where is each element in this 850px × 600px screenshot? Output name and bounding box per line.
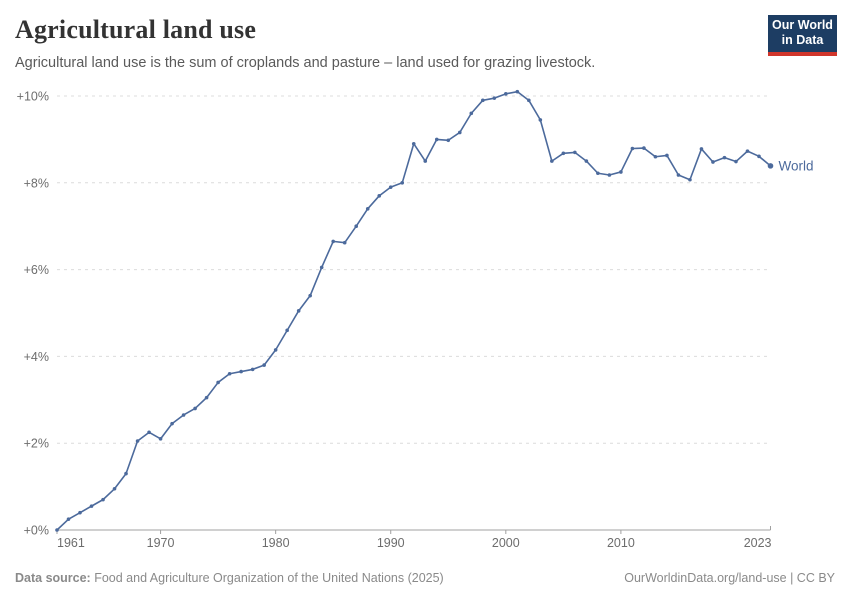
data-point-marker <box>457 130 462 135</box>
data-point-marker <box>181 413 186 417</box>
data-point-marker <box>89 504 94 508</box>
data-point-marker <box>193 406 197 411</box>
data-source-text: Food and Agriculture Organization of the… <box>90 571 444 585</box>
data-point-marker <box>676 173 681 177</box>
data-point-marker <box>550 159 554 163</box>
data-point-marker <box>55 528 59 532</box>
data-point-marker <box>527 98 531 103</box>
data-point-marker <box>745 149 750 153</box>
data-point-marker <box>607 173 612 177</box>
data-point-marker <box>757 154 761 159</box>
chart-subtitle: Agricultural land use is the sum of crop… <box>15 55 596 71</box>
data-point-marker <box>342 240 347 245</box>
x-axis-tick-label: 2000 <box>492 536 520 550</box>
data-point-marker <box>319 265 324 270</box>
y-axis-tick-label: +8% <box>24 176 49 190</box>
owid-logo-line1: Our World <box>772 18 833 32</box>
data-point-marker <box>101 497 105 502</box>
data-point-marker <box>388 185 393 189</box>
chart-footer: Data source: Food and Agriculture Organi… <box>15 570 835 588</box>
data-point-marker <box>492 96 497 100</box>
data-point-marker <box>480 98 485 103</box>
data-point-marker <box>596 171 600 176</box>
data-point-marker <box>250 367 255 372</box>
owid-logo[interactable]: Our World in Data <box>768 15 837 56</box>
data-point-marker <box>158 437 163 441</box>
x-axis-tick-label: 2023 <box>744 536 772 550</box>
data-point-marker <box>504 92 508 96</box>
data-point-marker <box>296 309 301 313</box>
data-point-marker <box>434 137 439 142</box>
data-point-marker <box>665 153 669 158</box>
x-axis-tick-label: 1990 <box>377 536 405 550</box>
data-point-marker <box>630 146 635 151</box>
data-point-marker <box>262 363 266 367</box>
data-point-marker <box>734 159 738 164</box>
x-axis-tick-label: 1970 <box>147 536 175 550</box>
data-point-marker <box>170 421 174 426</box>
data-point-marker <box>711 160 715 164</box>
data-point-marker <box>619 170 623 174</box>
data-point-marker <box>78 510 82 515</box>
data-point-marker <box>377 194 382 198</box>
data-point-marker <box>308 293 312 298</box>
y-axis-tick-label: +0% <box>24 524 49 538</box>
data-point-marker <box>112 486 117 491</box>
data-point-marker <box>515 89 520 94</box>
data-point-marker <box>561 151 566 156</box>
data-point-marker <box>653 154 658 159</box>
world-series-line[interactable] <box>56 90 772 531</box>
data-point-marker <box>699 147 704 151</box>
data-point-marker <box>365 207 370 211</box>
x-axis-tick-label: 1980 <box>262 536 290 550</box>
data-point-marker <box>446 138 451 143</box>
data-point-marker <box>124 471 128 476</box>
data-point-marker <box>285 328 289 333</box>
data-point-marker <box>147 430 151 435</box>
data-point-marker <box>767 163 774 169</box>
data-point-marker <box>331 239 335 244</box>
data-point-marker <box>642 146 646 150</box>
x-axis-tick-label: 2010 <box>607 536 635 550</box>
data-point-marker <box>273 348 278 352</box>
credit-link[interactable]: OurWorldinData.org/land-use | CC BY <box>624 571 835 585</box>
y-axis-tick-label: +4% <box>24 350 49 364</box>
data-point-marker <box>423 159 428 163</box>
y-axis-tick-label: +2% <box>24 437 49 451</box>
owid-logo-line2: in Data <box>781 33 824 47</box>
data-source-label: Data source: <box>15 571 91 585</box>
data-point-marker <box>722 155 727 160</box>
data-point-marker <box>135 439 140 443</box>
data-point-marker <box>227 371 232 376</box>
data-point-marker <box>400 181 405 185</box>
y-axis-tick-label: +10% <box>17 90 49 104</box>
data-point-marker <box>584 159 589 163</box>
x-axis-tick-label: 1961 <box>57 536 85 550</box>
data-point-marker <box>216 380 220 385</box>
data-point-marker <box>688 177 692 182</box>
data-point-marker <box>573 150 577 155</box>
data-source-note: Data source: Food and Agriculture Organi… <box>15 570 444 586</box>
data-point-marker <box>204 395 209 400</box>
data-point-marker <box>538 118 543 122</box>
data-point-marker <box>411 141 416 146</box>
data-point-marker <box>354 224 359 228</box>
series-label-world[interactable]: World <box>779 158 814 173</box>
page-title: Agricultural land use <box>15 15 257 44</box>
data-point-marker <box>66 517 71 521</box>
data-point-marker <box>469 111 474 116</box>
y-axis-tick-label: +6% <box>24 263 49 277</box>
data-point-marker <box>239 369 243 374</box>
